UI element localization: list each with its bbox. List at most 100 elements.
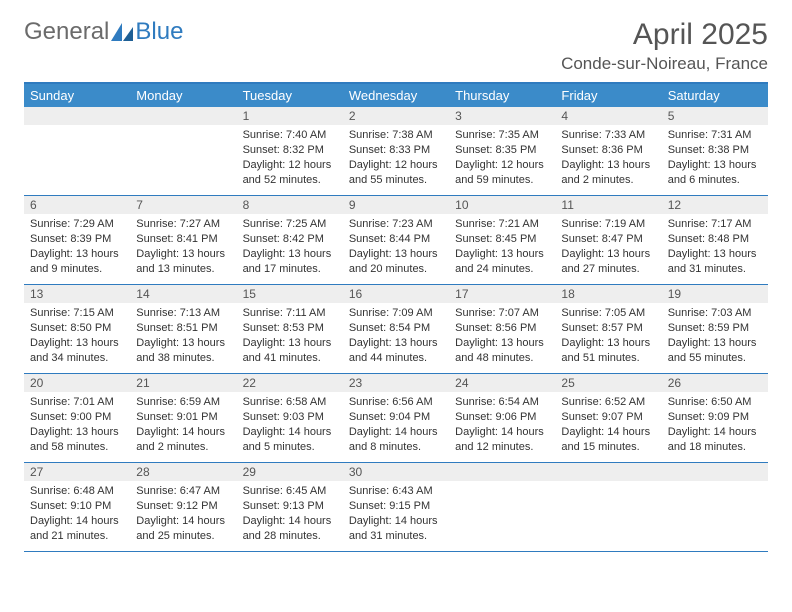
- day-number: 8: [237, 196, 343, 214]
- sunset-text: Sunset: 8:53 PM: [243, 321, 337, 336]
- day-number: 20: [24, 374, 130, 392]
- sunset-text: Sunset: 8:50 PM: [30, 321, 124, 336]
- day-number: 14: [130, 285, 236, 303]
- sunrise-text: Sunrise: 7:29 AM: [30, 217, 124, 232]
- sunrise-text: Sunrise: 6:48 AM: [30, 484, 124, 499]
- logo: General Blue: [24, 18, 183, 46]
- sunrise-text: Sunrise: 6:56 AM: [349, 395, 443, 410]
- daylight-text: Daylight: 14 hours and 28 minutes.: [243, 514, 337, 544]
- day-number: 21: [130, 374, 236, 392]
- calendar-day-cell: 30Sunrise: 6:43 AMSunset: 9:15 PMDayligh…: [343, 463, 449, 551]
- sunset-text: Sunset: 8:41 PM: [136, 232, 230, 247]
- logo-sail-icon: [111, 23, 133, 41]
- daylight-text: Daylight: 14 hours and 5 minutes.: [243, 425, 337, 455]
- daylight-text: Daylight: 13 hours and 17 minutes.: [243, 247, 337, 277]
- sunset-text: Sunset: 9:01 PM: [136, 410, 230, 425]
- weekday-header: Tuesday: [237, 84, 343, 107]
- sunset-text: Sunset: 9:06 PM: [455, 410, 549, 425]
- weekday-header: Saturday: [662, 84, 768, 107]
- day-details: Sunrise: 7:29 AMSunset: 8:39 PMDaylight:…: [24, 214, 130, 282]
- calendar-day-cell: 12Sunrise: 7:17 AMSunset: 8:48 PMDayligh…: [662, 196, 768, 284]
- day-details: Sunrise: 7:11 AMSunset: 8:53 PMDaylight:…: [237, 303, 343, 371]
- sunset-text: Sunset: 9:04 PM: [349, 410, 443, 425]
- daylight-text: Daylight: 14 hours and 15 minutes.: [561, 425, 655, 455]
- day-number: 13: [24, 285, 130, 303]
- day-details: Sunrise: 6:58 AMSunset: 9:03 PMDaylight:…: [237, 392, 343, 460]
- calendar-day-cell: 6Sunrise: 7:29 AMSunset: 8:39 PMDaylight…: [24, 196, 130, 284]
- day-number: 29: [237, 463, 343, 481]
- calendar-day-cell: 22Sunrise: 6:58 AMSunset: 9:03 PMDayligh…: [237, 374, 343, 462]
- calendar-empty-cell: [555, 463, 661, 551]
- sunrise-text: Sunrise: 6:52 AM: [561, 395, 655, 410]
- sunrise-text: Sunrise: 7:40 AM: [243, 128, 337, 143]
- sunrise-text: Sunrise: 7:09 AM: [349, 306, 443, 321]
- day-details: Sunrise: 7:01 AMSunset: 9:00 PMDaylight:…: [24, 392, 130, 460]
- day-details: Sunrise: 7:40 AMSunset: 8:32 PMDaylight:…: [237, 125, 343, 193]
- daylight-text: Daylight: 13 hours and 24 minutes.: [455, 247, 549, 277]
- day-number: 11: [555, 196, 661, 214]
- calendar-day-cell: 17Sunrise: 7:07 AMSunset: 8:56 PMDayligh…: [449, 285, 555, 373]
- calendar-day-cell: 21Sunrise: 6:59 AMSunset: 9:01 PMDayligh…: [130, 374, 236, 462]
- calendar-day-cell: 24Sunrise: 6:54 AMSunset: 9:06 PMDayligh…: [449, 374, 555, 462]
- day-details: Sunrise: 7:19 AMSunset: 8:47 PMDaylight:…: [555, 214, 661, 282]
- day-details: Sunrise: 6:50 AMSunset: 9:09 PMDaylight:…: [662, 392, 768, 460]
- day-details: Sunrise: 7:31 AMSunset: 8:38 PMDaylight:…: [662, 125, 768, 193]
- calendar-day-cell: 25Sunrise: 6:52 AMSunset: 9:07 PMDayligh…: [555, 374, 661, 462]
- day-details: Sunrise: 6:56 AMSunset: 9:04 PMDaylight:…: [343, 392, 449, 460]
- daylight-text: Daylight: 13 hours and 13 minutes.: [136, 247, 230, 277]
- calendar-day-cell: 16Sunrise: 7:09 AMSunset: 8:54 PMDayligh…: [343, 285, 449, 373]
- daylight-text: Daylight: 13 hours and 9 minutes.: [30, 247, 124, 277]
- sunset-text: Sunset: 8:38 PM: [668, 143, 762, 158]
- sunset-text: Sunset: 8:42 PM: [243, 232, 337, 247]
- day-number: 4: [555, 107, 661, 125]
- daylight-text: Daylight: 12 hours and 55 minutes.: [349, 158, 443, 188]
- day-details: Sunrise: 7:38 AMSunset: 8:33 PMDaylight:…: [343, 125, 449, 193]
- daylight-text: Daylight: 13 hours and 51 minutes.: [561, 336, 655, 366]
- calendar-day-cell: 15Sunrise: 7:11 AMSunset: 8:53 PMDayligh…: [237, 285, 343, 373]
- daylight-text: Daylight: 13 hours and 55 minutes.: [668, 336, 762, 366]
- day-number: 2: [343, 107, 449, 125]
- sunrise-text: Sunrise: 7:01 AM: [30, 395, 124, 410]
- daylight-text: Daylight: 14 hours and 12 minutes.: [455, 425, 549, 455]
- calendar-body: 1Sunrise: 7:40 AMSunset: 8:32 PMDaylight…: [24, 107, 768, 552]
- sunrise-text: Sunrise: 7:11 AM: [243, 306, 337, 321]
- sunset-text: Sunset: 8:33 PM: [349, 143, 443, 158]
- sunrise-text: Sunrise: 7:23 AM: [349, 217, 443, 232]
- day-details: Sunrise: 7:23 AMSunset: 8:44 PMDaylight:…: [343, 214, 449, 282]
- calendar-day-cell: 14Sunrise: 7:13 AMSunset: 8:51 PMDayligh…: [130, 285, 236, 373]
- day-details: Sunrise: 7:03 AMSunset: 8:59 PMDaylight:…: [662, 303, 768, 371]
- sunset-text: Sunset: 8:35 PM: [455, 143, 549, 158]
- sunset-text: Sunset: 9:12 PM: [136, 499, 230, 514]
- day-number: 7: [130, 196, 236, 214]
- sunrise-text: Sunrise: 7:38 AM: [349, 128, 443, 143]
- sunrise-text: Sunrise: 6:50 AM: [668, 395, 762, 410]
- day-details: Sunrise: 7:35 AMSunset: 8:35 PMDaylight:…: [449, 125, 555, 193]
- sunset-text: Sunset: 8:57 PM: [561, 321, 655, 336]
- calendar-day-cell: 19Sunrise: 7:03 AMSunset: 8:59 PMDayligh…: [662, 285, 768, 373]
- sunrise-text: Sunrise: 7:25 AM: [243, 217, 337, 232]
- calendar-day-cell: 4Sunrise: 7:33 AMSunset: 8:36 PMDaylight…: [555, 107, 661, 195]
- day-number: 18: [555, 285, 661, 303]
- day-number: 12: [662, 196, 768, 214]
- sunset-text: Sunset: 8:32 PM: [243, 143, 337, 158]
- day-number: 17: [449, 285, 555, 303]
- daylight-text: Daylight: 12 hours and 52 minutes.: [243, 158, 337, 188]
- sunset-text: Sunset: 9:13 PM: [243, 499, 337, 514]
- daylight-text: Daylight: 13 hours and 34 minutes.: [30, 336, 124, 366]
- day-details: Sunrise: 7:21 AMSunset: 8:45 PMDaylight:…: [449, 214, 555, 282]
- sunrise-text: Sunrise: 6:45 AM: [243, 484, 337, 499]
- calendar-day-cell: 9Sunrise: 7:23 AMSunset: 8:44 PMDaylight…: [343, 196, 449, 284]
- sunrise-text: Sunrise: 6:43 AM: [349, 484, 443, 499]
- daylight-text: Daylight: 14 hours and 2 minutes.: [136, 425, 230, 455]
- day-number: [24, 107, 130, 125]
- sunset-text: Sunset: 8:39 PM: [30, 232, 124, 247]
- calendar-day-cell: 8 Sunrise: 7:25 AMSunset: 8:42 PMDaylight…: [237, 196, 343, 284]
- day-details: Sunrise: 7:17 AMSunset: 8:48 PMDaylight:…: [662, 214, 768, 282]
- sunrise-text: Sunrise: 7:19 AM: [561, 217, 655, 232]
- calendar-day-cell: 10Sunrise: 7:21 AMSunset: 8:45 PMDayligh…: [449, 196, 555, 284]
- day-details: Sunrise: 6:45 AMSunset: 9:13 PMDaylight:…: [237, 481, 343, 549]
- sunset-text: Sunset: 8:54 PM: [349, 321, 443, 336]
- sunset-text: Sunset: 9:07 PM: [561, 410, 655, 425]
- day-details: Sunrise: 7:07 AMSunset: 8:56 PMDaylight:…: [449, 303, 555, 371]
- daylight-text: Daylight: 14 hours and 25 minutes.: [136, 514, 230, 544]
